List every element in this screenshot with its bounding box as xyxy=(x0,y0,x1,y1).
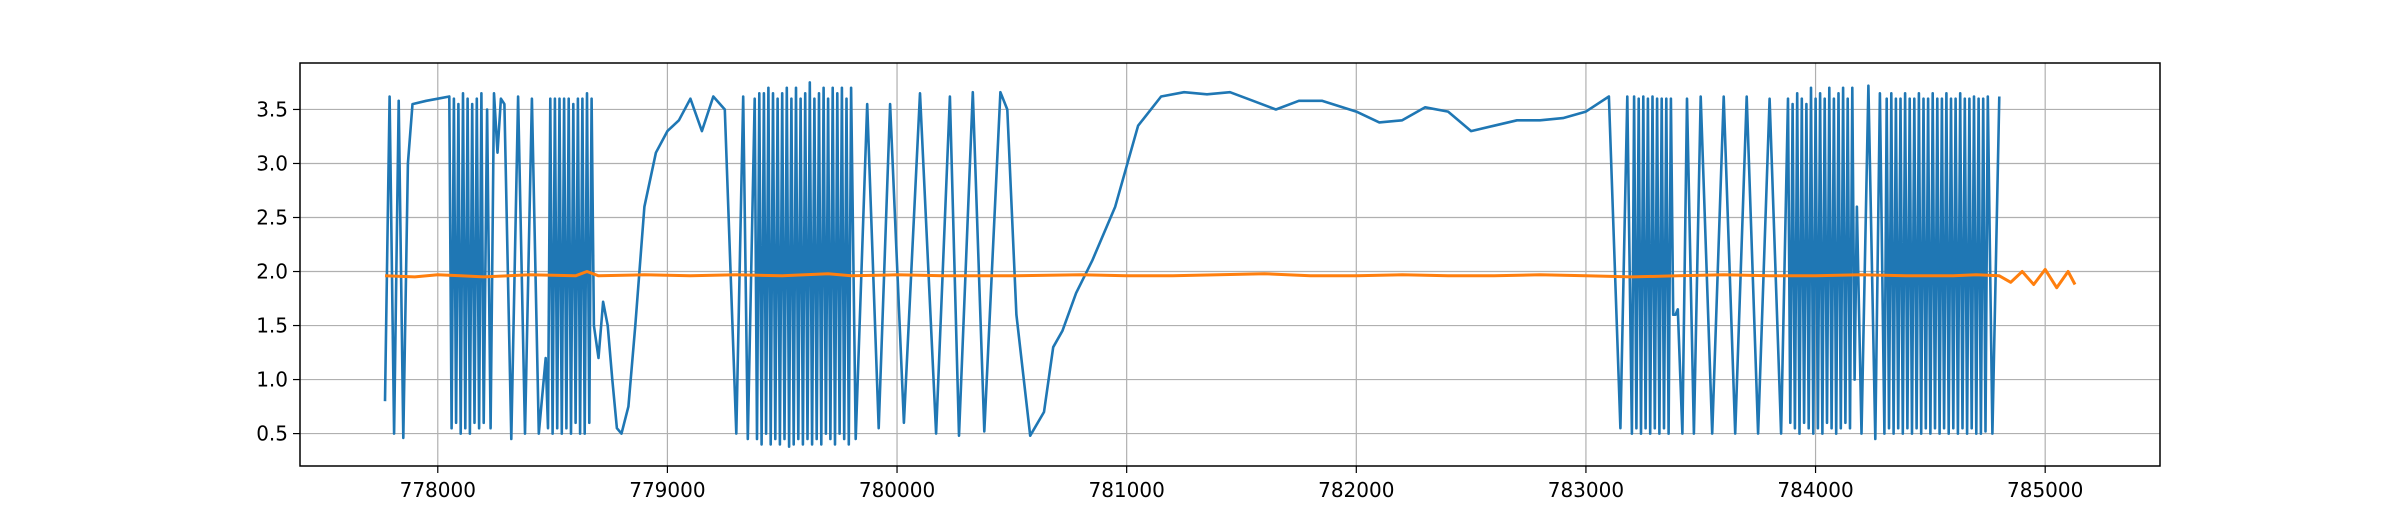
x-tick-label: 778000 xyxy=(400,478,476,502)
x-tick-label: 781000 xyxy=(1088,478,1164,502)
series-layer xyxy=(383,81,2077,448)
y-axis: 0.5 1.0 1.5 2.0 2.5 3.0 3.5 xyxy=(256,97,300,446)
y-tick-label: 0.5 xyxy=(256,422,288,446)
x-tick-label: 785000 xyxy=(2007,478,2083,502)
y-tick-label: 2.5 xyxy=(256,206,288,230)
series-orange-line xyxy=(384,267,2077,290)
y-tick-label: 3.5 xyxy=(256,97,288,121)
y-tick-label: 1.0 xyxy=(256,368,288,392)
x-tick-label: 782000 xyxy=(1318,478,1394,502)
y-tick-label: 1.5 xyxy=(256,314,288,338)
plot-frame xyxy=(299,62,2161,467)
x-tick-label: 779000 xyxy=(629,478,705,502)
x-tick-label: 783000 xyxy=(1548,478,1624,502)
x-tick-label: 784000 xyxy=(1777,478,1853,502)
series-blue-line xyxy=(383,81,2001,448)
x-axis: 778000 779000 780000 781000 782000 783000 7840… xyxy=(400,466,2083,502)
y-tick-label: 3.0 xyxy=(256,151,288,175)
x-tick-label: 780000 xyxy=(859,478,935,502)
y-tick-label: 2.0 xyxy=(256,260,288,284)
